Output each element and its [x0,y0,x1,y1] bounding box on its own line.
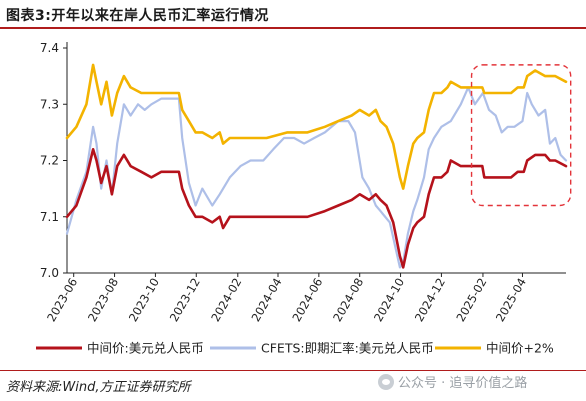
highlight-box [470,64,572,207]
wechat-icon [378,374,394,390]
x-tick-label: 2024-12 [412,276,448,325]
legend-label: CFETS:即期汇率:美元兑人民币 [261,341,434,356]
series-line [65,63,568,190]
x-tick-label: 2023-08 [85,276,121,325]
highlight-layer [470,64,572,207]
title-rule [0,27,586,29]
x-tick-label: 2024-02 [208,276,244,325]
x-tick-label: 2024-08 [330,276,366,325]
series-line [65,148,568,269]
source-note: 资料来源:Wind,方正证券研究所 [6,380,191,395]
x-axis: 2023-06 2023-08 2023-10 2023-12 2024-02 2024-… [44,272,566,325]
y-tick-label: 7.4 [40,41,59,55]
x-tick-label: 2023-10 [126,276,162,325]
y-tick-label: 7.0 [40,266,59,280]
y-axis: 7.0 7.1 7.2 7.3 7.4 [40,41,68,280]
y-tick-label: 7.2 [40,154,59,168]
footer-rule [0,370,586,371]
legend: 中间价:美元兑人民币 CFETS:即期汇率:美元兑人民币 中间价+2% [36,341,554,356]
x-tick-label: 2024-10 [371,276,407,325]
x-tick-label: 2023-06 [44,276,80,325]
series-line [65,86,568,269]
legend-label: 中间价:美元兑人民币 [87,341,204,356]
y-tick-label: 7.3 [40,97,59,111]
x-tick-label: 2024-04 [248,276,284,325]
x-tick-label: 2025-04 [493,276,529,325]
fx-line-chart: 7.07.17.27.37.4 2023-06 2023-08 2023-10 202… [36,41,572,356]
legend-label: 中间价+2% [486,341,554,356]
chart-title: 图表3:开年以来在岸人民币汇率运行情况 [6,8,269,24]
series-layer [65,63,568,269]
y-tick-label: 7.1 [40,210,59,224]
watermark-text: 公众号 · 追寻价值之路 [398,376,528,391]
watermark: 公众号 · 追寻价值之路 [378,372,527,391]
x-tick-label: 2025-02 [453,275,489,324]
x-tick-label: 2023-12 [167,276,203,325]
x-tick-label: 2024-06 [289,276,325,325]
